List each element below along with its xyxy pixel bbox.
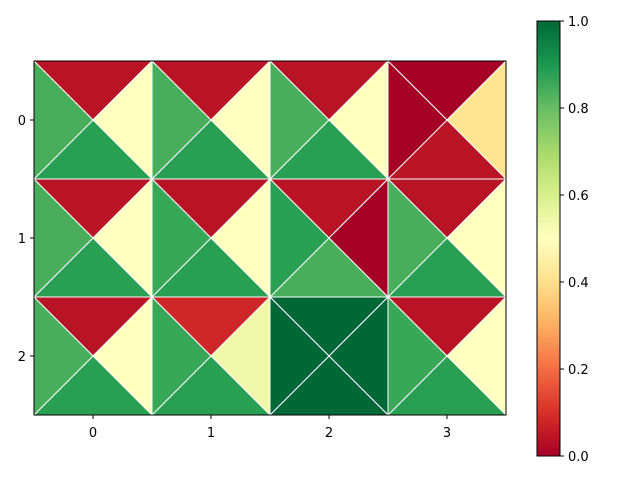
cell-2-1-left-triangle — [151, 296, 212, 416]
x-tick-label: 2 — [325, 426, 333, 441]
colorbar-tick-label: 0.2 — [568, 363, 589, 378]
colorbar-tick-label: 0.8 — [568, 102, 589, 117]
x-tick-label: 0 — [89, 426, 97, 441]
colorbar-tick-label: 0.4 — [568, 276, 589, 291]
colorbar-tick-label: 1.0 — [568, 15, 589, 30]
cell-1-1-left-triangle — [151, 178, 212, 298]
y-axis: 0 1 2 — [18, 114, 34, 365]
colorbar: 0.0 0.2 0.4 0.6 0.8 1.0 — [536, 15, 589, 465]
cell-0-1-left-triangle — [151, 60, 212, 180]
cell-1-2-left-triangle — [269, 178, 330, 298]
colorbar-tick-label: 0.6 — [568, 189, 589, 204]
cell-2-3-left-triangle — [387, 296, 448, 416]
x-tick-label: 1 — [207, 426, 215, 441]
x-axis: 0 1 2 3 — [89, 415, 451, 441]
cell-0-2-left-triangle — [269, 60, 330, 180]
cell-2-2-left-triangle — [269, 296, 330, 416]
y-tick-label: 0 — [18, 114, 26, 129]
cell-0-3-left-triangle — [387, 60, 448, 180]
colorbar-tick-label: 0.0 — [568, 450, 589, 465]
y-tick-label: 2 — [18, 350, 26, 365]
x-tick-label: 3 — [443, 426, 451, 441]
colorbar-gradient — [536, 20, 561, 457]
plot-area — [33, 60, 507, 416]
cell-1-3-left-triangle — [387, 178, 448, 298]
y-tick-label: 1 — [18, 232, 26, 247]
